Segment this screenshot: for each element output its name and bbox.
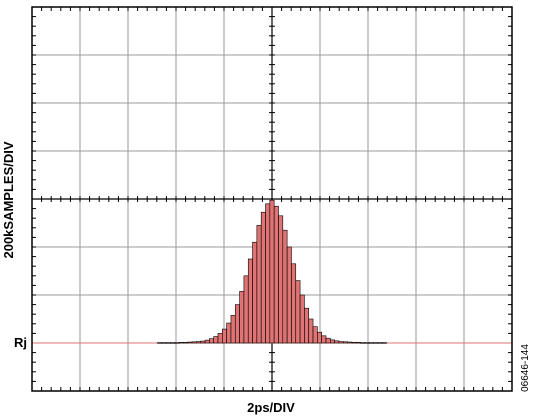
- histogram-bar: [347, 341, 353, 344]
- histogram-bars: [157, 199, 387, 344]
- histogram-bar: [217, 333, 223, 344]
- histogram-bar: [230, 315, 236, 344]
- histogram-bar: [338, 341, 344, 344]
- histogram-bar: [334, 340, 340, 344]
- histogram-bar: [312, 326, 318, 344]
- histogram-bar: [234, 304, 240, 344]
- x-axis-label: 2ps/DIV: [247, 400, 295, 415]
- histogram-bar: [368, 342, 374, 344]
- histogram-bar: [377, 342, 383, 344]
- histogram-bar: [247, 258, 253, 344]
- histogram-bar: [355, 341, 361, 344]
- histogram-bar: [157, 342, 163, 344]
- histogram-bar: [187, 341, 193, 344]
- histogram-bar: [360, 342, 366, 344]
- histogram-bar: [317, 331, 322, 344]
- histogram-bar: [161, 342, 167, 344]
- histogram-bar: [209, 338, 214, 344]
- plot-frame: [31, 6, 513, 392]
- histogram-bar: [243, 275, 249, 344]
- histogram-bar: [299, 294, 305, 344]
- histogram-bar: [256, 225, 262, 344]
- histogram-bar: [286, 246, 292, 344]
- histogram-bar: [204, 339, 210, 344]
- histogram-bar: [278, 215, 284, 344]
- histogram-bar: [321, 335, 327, 344]
- histogram-bar: [239, 291, 245, 344]
- histogram-bar: [170, 342, 176, 344]
- histogram-bar: [373, 342, 379, 344]
- histogram-bar: [291, 263, 297, 344]
- figure-code: 06646-144: [520, 344, 531, 392]
- histogram-bar: [269, 199, 275, 344]
- rj-label: Rj: [14, 335, 27, 350]
- histogram-bar: [183, 341, 189, 344]
- histogram-bar: [191, 341, 197, 344]
- histogram-bar: [351, 341, 357, 344]
- histogram-bar: [308, 318, 314, 344]
- histogram-bar: [381, 342, 387, 344]
- histogram-bar: [226, 322, 232, 344]
- histogram-bar: [213, 336, 219, 344]
- histogram-bar: [200, 340, 206, 344]
- histogram-bar: [165, 342, 171, 344]
- histogram-bar: [196, 341, 202, 344]
- histogram-bar: [304, 307, 310, 344]
- histogram-bar: [282, 229, 288, 344]
- histogram-bar: [295, 280, 301, 344]
- histogram-bar: [178, 341, 184, 344]
- histogram-bar: [252, 241, 258, 344]
- histogram-bar: [342, 341, 348, 344]
- histogram-bar: [364, 342, 370, 344]
- histogram-bar: [325, 337, 331, 344]
- histogram-bar: [174, 342, 180, 344]
- histogram-bar: [273, 205, 279, 344]
- y-axis-label: 200kSAMPLES/DIV: [1, 141, 16, 258]
- histogram-bar: [330, 339, 335, 344]
- histogram-bar: [265, 203, 271, 344]
- histogram-bar: [260, 211, 266, 344]
- histogram-bar: [222, 328, 227, 344]
